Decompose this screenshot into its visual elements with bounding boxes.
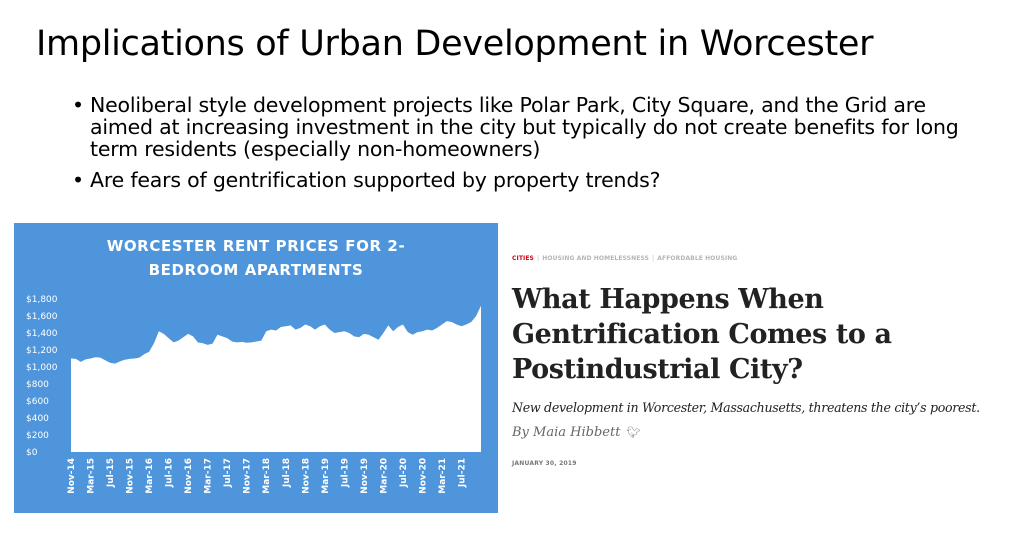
x-tick-label: Jul-20	[399, 458, 409, 488]
y-tick-label: $1,200	[26, 346, 58, 356]
y-tick-label: $1,000	[26, 363, 58, 373]
x-tick-label: Mar-17	[204, 458, 214, 494]
tag-link[interactable]: HOUSING AND HOMELESSNESS	[542, 255, 649, 262]
x-tick-label: Mar-19	[321, 458, 331, 494]
x-tick-label: Jul-21	[458, 458, 468, 488]
slide-title: Implications of Urban Development in Wor…	[36, 24, 874, 64]
article-byline: By Maia Hibbett 🐦︎	[512, 425, 1022, 440]
x-tick-label: Jul-17	[223, 458, 233, 488]
chart-title-line-2: BEDROOM APARTMENTS	[149, 261, 364, 279]
tag-link[interactable]: AFFORDABLE HOUSING	[657, 255, 738, 262]
y-axis-ticks: $0 $200 $400 $600 $800 $1,000 $1,200 $1,400 $1,6…	[26, 295, 58, 458]
headline-line: Postindustrial City?	[512, 354, 803, 385]
tag-separator: |	[651, 255, 655, 262]
author-link[interactable]: By Maia Hibbett	[512, 425, 621, 440]
x-tick-label: Mar-16	[145, 458, 155, 494]
y-tick-label: $600	[26, 397, 49, 407]
rent-area-series	[71, 305, 481, 452]
x-tick-label: Nov-15	[126, 458, 136, 494]
x-tick-label: Nov-19	[360, 458, 370, 494]
y-tick-label: $1,600	[26, 312, 58, 322]
x-tick-label: Mar-20	[379, 458, 389, 494]
headline-line: What Happens When	[512, 284, 824, 315]
x-tick-label: Nov-20	[418, 458, 428, 494]
y-tick-label: $0	[26, 448, 38, 458]
x-tick-label: Mar-21	[438, 458, 448, 494]
headline-line: Gentrification Comes to a	[512, 319, 892, 350]
article-dek: New development in Worcester, Massachuse…	[512, 400, 980, 415]
x-tick-label: Jul-16	[165, 458, 175, 488]
article-headline: What Happens When Gentrification Comes t…	[512, 282, 1022, 387]
bullet-item: Neoliberal style development projects li…	[72, 94, 992, 160]
twitter-bird-icon[interactable]: 🐦︎	[626, 426, 641, 439]
y-tick-label: $400	[26, 414, 49, 424]
x-tick-label: Jul-18	[282, 458, 292, 488]
x-tick-label: Jul-15	[106, 458, 116, 488]
x-tick-label: Nov-17	[243, 458, 253, 494]
x-tick-label: Mar-18	[262, 458, 272, 494]
x-tick-label: Nov-18	[301, 458, 311, 494]
x-tick-label: Mar-15	[87, 458, 97, 494]
bullet-item: Are fears of gentrification supported by…	[72, 169, 992, 191]
y-tick-label: $1,400	[26, 329, 58, 339]
article-tags: CITIES | HOUSING AND HOMELESSNESS | AFFORDAB…	[512, 255, 1022, 262]
y-tick-label: $800	[26, 380, 49, 390]
rent-price-chart: WORCESTER RENT PRICES FOR 2- BEDROOM APA…	[14, 223, 498, 513]
x-tick-label: Nov-16	[184, 458, 194, 494]
x-axis-ticks: Nov-14 Mar-15 Jul-15 Nov-15 Mar-16 Jul-16 Nov-…	[67, 458, 468, 494]
article-preview: CITIES | HOUSING AND HOMELESSNESS | AFFORDAB…	[512, 255, 1022, 467]
x-tick-label: Jul-19	[340, 458, 350, 488]
rent-chart-svg: WORCESTER RENT PRICES FOR 2- BEDROOM APA…	[26, 237, 481, 494]
tag-link[interactable]: CITIES	[512, 255, 534, 262]
y-tick-label: $200	[26, 431, 49, 441]
tag-separator: |	[536, 255, 540, 262]
y-tick-label: $1,800	[26, 295, 58, 305]
chart-title-line-1: WORCESTER RENT PRICES FOR 2-	[107, 237, 406, 255]
bullet-list: Neoliberal style development projects li…	[72, 94, 992, 200]
x-tick-label: Nov-14	[67, 458, 77, 494]
article-date: JANUARY 30, 2019	[512, 460, 577, 467]
